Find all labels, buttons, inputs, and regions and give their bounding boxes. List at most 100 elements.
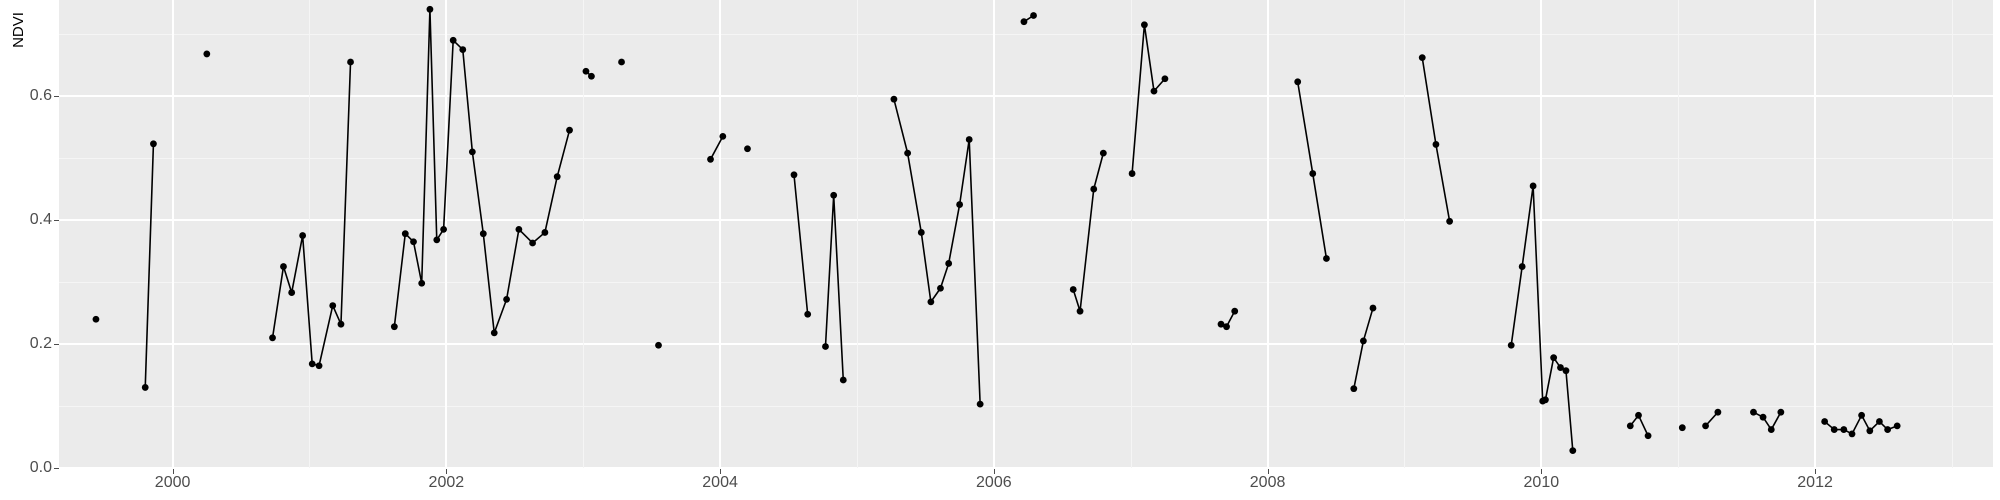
data-point bbox=[1223, 323, 1230, 331]
data-point bbox=[1294, 78, 1302, 86]
x-axis-tick-mark bbox=[1541, 469, 1543, 474]
data-point bbox=[804, 310, 812, 318]
data-point bbox=[904, 149, 912, 157]
data-point bbox=[553, 173, 561, 181]
data-point bbox=[479, 230, 487, 238]
data-point bbox=[655, 341, 662, 349]
y-axis-tick-mark bbox=[54, 220, 59, 222]
data-point bbox=[1323, 255, 1330, 262]
grid-line-major-horizontal bbox=[59, 343, 1993, 346]
x-axis-tick-mark bbox=[172, 469, 174, 474]
x-axis-tick-label: 2000 bbox=[154, 474, 191, 491]
data-point bbox=[839, 376, 847, 384]
data-point bbox=[719, 132, 727, 140]
plot-panel bbox=[59, 0, 1993, 468]
data-point bbox=[1866, 427, 1874, 435]
x-axis-tick-label: 2010 bbox=[1523, 474, 1560, 491]
data-point bbox=[1569, 447, 1577, 455]
data-line-segment bbox=[709, 135, 724, 161]
x-axis-tick-label: 2004 bbox=[702, 474, 738, 491]
data-point bbox=[515, 225, 523, 233]
data-point bbox=[744, 145, 751, 153]
data-point bbox=[1821, 418, 1829, 425]
data-point bbox=[1446, 217, 1454, 225]
grid-line-major-vertical bbox=[992, 0, 995, 468]
data-point bbox=[337, 320, 345, 328]
grid-line-major-horizontal bbox=[59, 467, 1993, 468]
x-axis-tick-label: 2006 bbox=[976, 474, 1012, 491]
data-point bbox=[1714, 408, 1722, 416]
y-axis-title: NDVI bbox=[10, 12, 27, 48]
data-point bbox=[890, 95, 898, 103]
data-point bbox=[1359, 337, 1367, 345]
grid-line-major-vertical bbox=[1540, 0, 1543, 468]
data-point bbox=[1840, 426, 1848, 433]
data-point bbox=[529, 239, 536, 247]
y-axis-tick-label: 0.0 bbox=[29, 459, 52, 476]
data-line-segment bbox=[793, 174, 809, 316]
grid-line-minor-vertical bbox=[1130, 0, 1132, 468]
data-point bbox=[1626, 422, 1634, 430]
data-point bbox=[440, 225, 448, 233]
data-point bbox=[1635, 411, 1642, 419]
data-point bbox=[618, 58, 625, 66]
data-point bbox=[956, 201, 964, 208]
data-point bbox=[329, 302, 337, 309]
grid-line-major-vertical bbox=[1266, 0, 1269, 468]
data-point bbox=[541, 229, 549, 236]
data-line-segment bbox=[824, 194, 845, 381]
data-point bbox=[1432, 141, 1440, 148]
x-axis-tick-mark bbox=[1267, 469, 1269, 474]
data-point bbox=[1090, 185, 1098, 193]
x-axis-tick-mark bbox=[1815, 469, 1817, 474]
data-point bbox=[582, 67, 590, 75]
data-point bbox=[1217, 320, 1225, 328]
data-point bbox=[433, 236, 441, 244]
data-point bbox=[1557, 364, 1564, 371]
data-line-segment bbox=[1510, 185, 1574, 452]
data-point bbox=[468, 148, 476, 156]
data-point bbox=[1893, 422, 1901, 430]
data-point bbox=[1161, 75, 1169, 83]
data-point bbox=[790, 171, 798, 179]
data-line-segment bbox=[1353, 307, 1374, 390]
data-point bbox=[927, 298, 935, 306]
x-axis-tick-mark bbox=[993, 469, 995, 474]
data-point bbox=[1418, 54, 1426, 62]
data-line-segment bbox=[1131, 23, 1166, 175]
data-line-segment bbox=[1421, 56, 1451, 223]
data-point bbox=[588, 72, 595, 80]
y-axis-tick-label: 0.6 bbox=[29, 87, 52, 105]
data-point bbox=[141, 384, 149, 391]
grid-line-minor-vertical bbox=[856, 0, 858, 468]
data-point bbox=[707, 155, 714, 163]
data-point bbox=[1350, 385, 1358, 393]
x-axis-tick-label: 2012 bbox=[1797, 474, 1833, 491]
data-point bbox=[1542, 396, 1549, 404]
grid-line-minor-horizontal bbox=[59, 158, 1993, 160]
grid-line-minor-horizontal bbox=[59, 282, 1993, 284]
data-series-layer bbox=[92, 5, 1901, 455]
data-point bbox=[937, 284, 944, 292]
data-point bbox=[269, 334, 276, 342]
data-point bbox=[1876, 418, 1883, 425]
grid-line-minor-horizontal bbox=[59, 406, 1993, 407]
data-line-segment bbox=[271, 61, 352, 367]
data-point bbox=[347, 58, 354, 66]
data-point bbox=[1750, 408, 1757, 416]
data-point bbox=[1020, 18, 1028, 26]
data-point bbox=[1030, 12, 1037, 19]
data-point bbox=[1830, 426, 1838, 433]
grid-line-minor-vertical bbox=[583, 0, 585, 468]
data-point bbox=[308, 360, 316, 368]
data-point bbox=[92, 315, 100, 323]
data-point bbox=[288, 289, 296, 296]
data-point bbox=[1644, 432, 1652, 440]
data-point bbox=[830, 191, 838, 199]
data-point bbox=[1140, 21, 1148, 29]
data-point bbox=[1150, 87, 1158, 95]
grid-line-major-vertical bbox=[171, 0, 174, 468]
data-point bbox=[459, 46, 467, 53]
x-axis-tick-label: 2008 bbox=[1249, 474, 1286, 491]
